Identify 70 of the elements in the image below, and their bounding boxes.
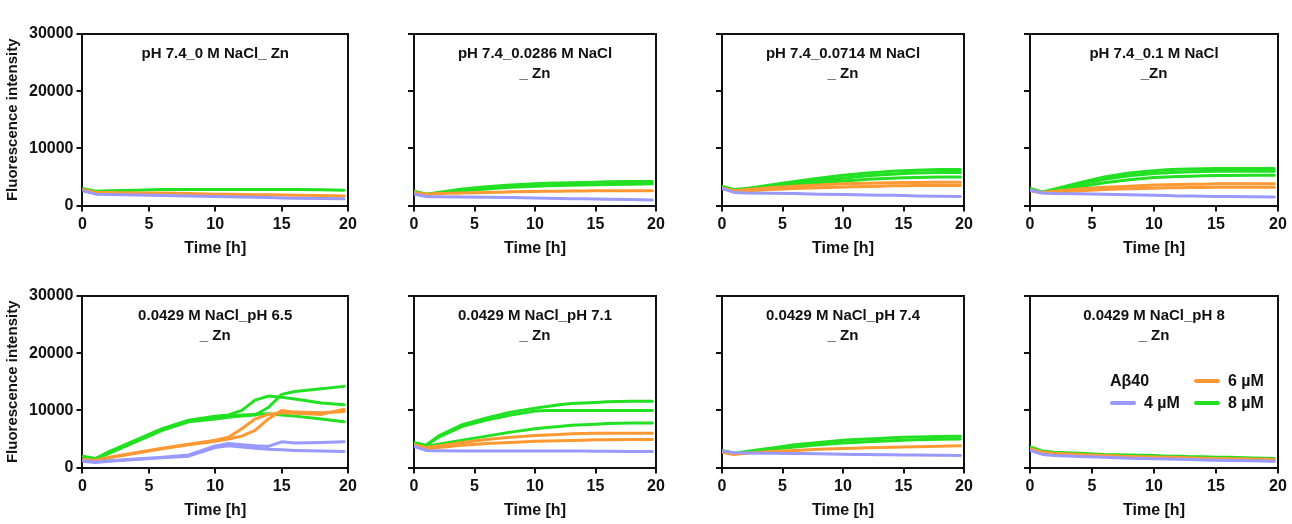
x-tick-label: 15 — [1207, 476, 1225, 494]
x-tick-label: 10 — [526, 476, 544, 494]
x-tick-label: 10 — [834, 476, 852, 494]
x-tick-label: 5 — [470, 214, 480, 232]
x-tick-label: 5 — [144, 476, 154, 494]
x-tick-label: 15 — [894, 214, 913, 232]
x-tick-label: 15 — [586, 214, 605, 232]
x-tick-label: 5 — [1087, 214, 1097, 232]
y-tick-label: 30000 — [28, 24, 74, 42]
x-tick-label: 10 — [1145, 476, 1163, 494]
x-axis-title: Time [h] — [504, 500, 566, 518]
x-tick-label: 0 — [409, 214, 419, 232]
x-tick-label: 20 — [647, 214, 665, 232]
x-axis-title: Time [h] — [504, 238, 566, 256]
x-tick-label: 15 — [272, 476, 291, 494]
x-axis-title: Time [h] — [1123, 500, 1185, 518]
x-tick-label: 0 — [409, 476, 419, 494]
x-tick-label: 0 — [717, 214, 727, 232]
y-axis-title: Fluorescence intensity — [3, 299, 21, 464]
x-axis-title: Time [h] — [184, 500, 247, 518]
x-tick-label: 0 — [1025, 214, 1035, 232]
x-tick-label: 0 — [78, 214, 88, 232]
x-tick-label: 10 — [1145, 214, 1163, 232]
x-axis-title: Time [h] — [1123, 238, 1185, 256]
text: pH 7.4_0.1 M NaCl _Zn — [1089, 43, 1219, 81]
x-axis-title: Time [h] — [812, 500, 874, 518]
x-tick-label: 20 — [339, 214, 357, 232]
x-tick-label: 5 — [778, 476, 788, 494]
x-tick-label: 10 — [834, 214, 852, 232]
x-tick-label: 5 — [470, 476, 480, 494]
text: pH 7.4_0.0286 M NaCl _ Zn — [457, 43, 613, 81]
x-tick-label: 10 — [526, 214, 544, 232]
x-tick-label: 15 — [272, 214, 291, 232]
x-tick-label: 10 — [206, 214, 225, 232]
x-axis-title: Time [h] — [812, 238, 874, 256]
x-tick-label: 20 — [1269, 476, 1287, 494]
x-tick-label: 20 — [339, 476, 357, 494]
x-tick-label: 5 — [1087, 476, 1097, 494]
y-axis-title: Fluorescence intensity — [3, 37, 21, 202]
y-tick-label: 0 — [64, 196, 74, 214]
x-axis-title: Time [h] — [184, 238, 247, 256]
y-tick-label: 20000 — [28, 81, 74, 99]
text: 0.0429 M NaCl_pH 7.4 _ Zn — [765, 305, 921, 343]
text: pH 7.4_0.0714 M NaCl _ Zn — [765, 43, 921, 81]
text: 0.0429 M NaCl_pH 8 _ Zn — [1083, 305, 1225, 343]
x-tick-label: 20 — [647, 476, 665, 494]
x-tick-label: 5 — [144, 214, 154, 232]
y-tick-label: 30000 — [28, 286, 74, 304]
x-tick-label: 10 — [206, 476, 225, 494]
legend-title: Aβ40 — [1110, 371, 1151, 390]
y-tick-label: 20000 — [28, 343, 74, 361]
legend-label: 8 µM — [1227, 393, 1264, 412]
x-tick-label: 5 — [778, 214, 788, 232]
y-tick-label: 10000 — [28, 138, 74, 156]
y-tick-label: 10000 — [28, 400, 74, 418]
x-tick-label: 20 — [955, 214, 973, 232]
y-tick-label: 0 — [64, 458, 74, 476]
text: pH 7.4_0 M NaCl_ Zn — [141, 43, 290, 61]
x-tick-label: 20 — [955, 476, 973, 494]
text: 0.0429 M NaCl_pH 6.5 _ Zn — [138, 305, 293, 343]
x-tick-label: 0 — [78, 476, 88, 494]
x-tick-label: 15 — [1207, 214, 1225, 232]
text: 0.0429 M NaCl_pH 7.1 _ Zn — [457, 305, 613, 343]
legend-label: 6 µM — [1227, 371, 1264, 390]
x-tick-label: 0 — [1025, 476, 1035, 494]
x-tick-label: 0 — [717, 476, 727, 494]
x-tick-label: 20 — [1269, 214, 1287, 232]
x-tick-label: 15 — [586, 476, 605, 494]
x-tick-label: 15 — [894, 476, 913, 494]
legend-label: 4 µM — [1144, 393, 1180, 412]
